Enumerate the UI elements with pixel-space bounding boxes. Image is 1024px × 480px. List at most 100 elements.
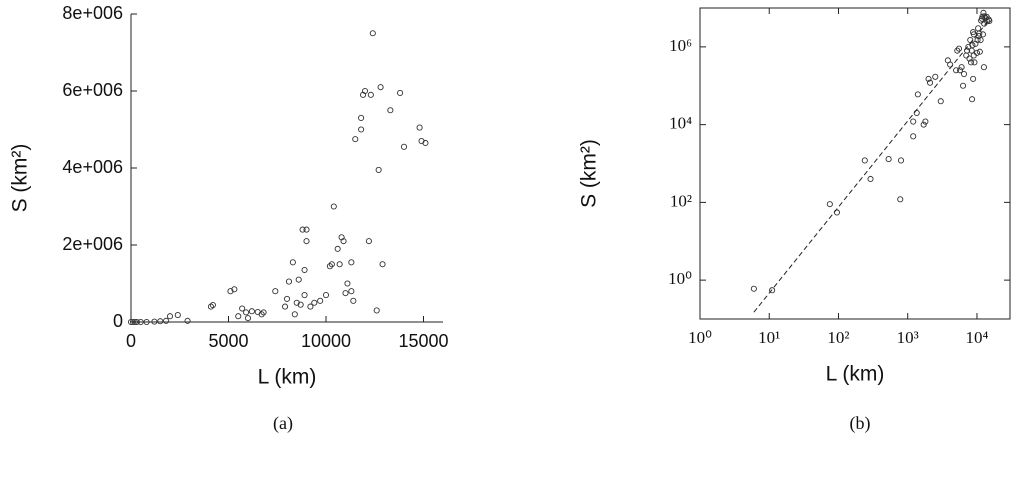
- point: [974, 36, 981, 44]
- point: [926, 79, 934, 86]
- point: [307, 303, 314, 310]
- y-tick-label: 6e+006: [62, 80, 123, 100]
- x-tick-label: 10000: [301, 331, 351, 351]
- point: [955, 45, 963, 52]
- point: [285, 278, 293, 285]
- point: [163, 317, 170, 324]
- y-tick-label: 0: [113, 311, 123, 331]
- y-tick-label: 10⁶: [669, 36, 692, 55]
- y-axis-label: S (km²): [9, 144, 32, 213]
- caption: (a): [273, 413, 293, 434]
- panel-a: 0 5000 10000 15000 0 2e+006 4e+006 6e+006 8e+006…: [9, 3, 449, 434]
- point: [239, 305, 246, 312]
- point: [914, 91, 921, 98]
- point: [311, 299, 318, 306]
- point: [867, 175, 874, 183]
- point: [248, 308, 255, 315]
- point: [922, 118, 929, 125]
- point: [981, 13, 988, 20]
- point: [970, 75, 977, 82]
- point: [953, 67, 960, 74]
- y-tick-label: 10⁰: [668, 269, 692, 288]
- point: [131, 318, 138, 326]
- point: [301, 291, 308, 299]
- point: [207, 303, 214, 310]
- point: [361, 87, 369, 95]
- point: [258, 311, 265, 318]
- point: [289, 259, 296, 266]
- point: [244, 315, 252, 322]
- point: [980, 64, 987, 71]
- point: [897, 196, 904, 203]
- point: [326, 263, 333, 270]
- point: [885, 156, 892, 163]
- point: [416, 124, 423, 131]
- x-tick-label: 10⁰: [688, 328, 712, 347]
- point: [967, 36, 974, 44]
- x-tick-label: 5000: [208, 331, 248, 351]
- panel-b: 10⁰ 10¹ 10² 10³ 10⁴ 10⁰ 10² 10⁴ 10⁶ L (km) S (km²)…: [578, 7, 1011, 434]
- point: [910, 118, 917, 125]
- point: [969, 96, 976, 103]
- point: [348, 288, 355, 295]
- point: [281, 303, 289, 310]
- point: [986, 17, 993, 24]
- point: [769, 287, 776, 294]
- point: [379, 261, 386, 268]
- point: [242, 309, 250, 316]
- x-axis-label: L (km): [258, 366, 317, 389]
- point: [272, 288, 279, 295]
- point: [947, 61, 954, 68]
- x-tick-label: 15000: [398, 331, 448, 351]
- y-tick-label: 8e+006: [62, 3, 123, 23]
- point: [303, 238, 310, 245]
- point: [971, 59, 978, 66]
- point: [920, 121, 927, 128]
- point: [976, 30, 983, 37]
- point: [913, 109, 920, 116]
- y-tick-label: 10²: [670, 191, 692, 210]
- point: [235, 313, 242, 320]
- point: [932, 73, 939, 80]
- point: [133, 318, 140, 326]
- point: [299, 226, 306, 233]
- point: [925, 75, 932, 82]
- point: [910, 133, 917, 140]
- x-axis-label: L (km): [826, 363, 885, 386]
- point: [151, 318, 158, 325]
- point: [861, 157, 868, 164]
- point: [369, 30, 376, 37]
- point: [166, 313, 174, 320]
- point: [352, 136, 359, 143]
- point: [143, 318, 150, 326]
- point: [350, 297, 357, 304]
- point: [334, 245, 341, 252]
- point: [317, 297, 324, 304]
- point: [975, 25, 982, 32]
- point: [422, 139, 429, 147]
- point: [301, 266, 308, 274]
- point: [231, 286, 238, 293]
- point: [400, 143, 408, 150]
- point: [303, 226, 310, 233]
- point: [358, 114, 365, 121]
- point: [387, 107, 394, 114]
- caption: (b): [850, 413, 871, 434]
- point: [373, 307, 380, 314]
- point: [937, 98, 944, 105]
- plot-frame: [699, 7, 1011, 320]
- point: [340, 238, 347, 245]
- point: [965, 43, 972, 50]
- x-tick-label: 10²: [827, 328, 849, 347]
- point: [157, 318, 164, 325]
- point: [984, 18, 991, 25]
- point: [365, 238, 372, 245]
- point: [973, 49, 981, 56]
- y-tick-label: 10⁴: [669, 114, 692, 133]
- point: [976, 48, 983, 55]
- y-tick-label: 4e+006: [62, 157, 123, 177]
- point: [328, 261, 335, 268]
- point: [184, 317, 191, 324]
- point: [295, 276, 302, 283]
